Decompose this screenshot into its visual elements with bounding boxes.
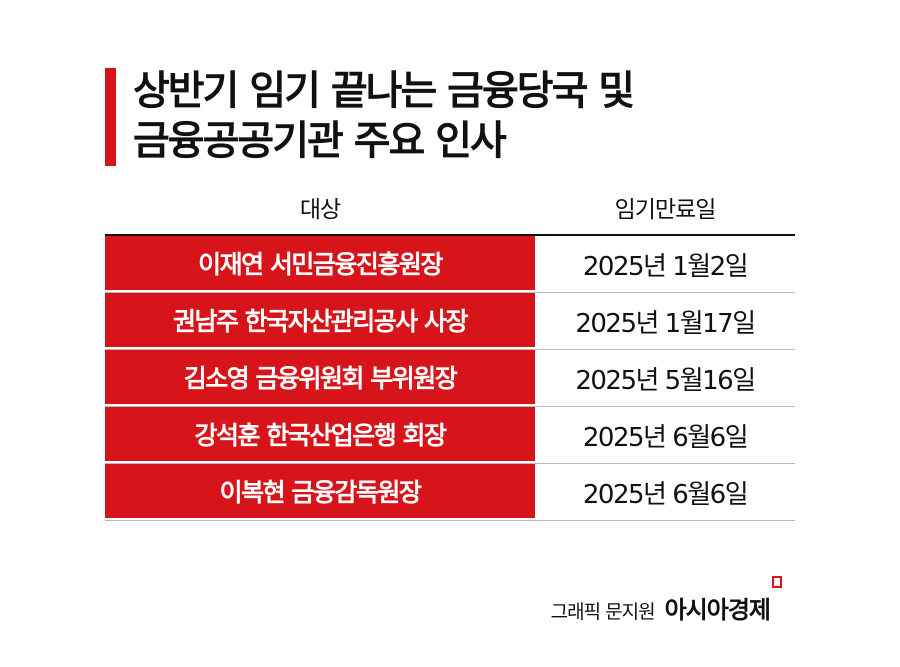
end-date-cell: 2025년 1월2일 <box>582 251 749 282</box>
end-date-cell: 2025년 1월17일 <box>575 308 756 339</box>
end-date-cell: 2025년 6월6일 <box>582 479 749 510</box>
logo-mark-icon <box>772 576 782 588</box>
title-line-2: 금융공공기관 주요 인사 <box>133 118 507 164</box>
table-row: 김소영 금융위원회 부위원장 2025년 5월16일 <box>105 350 795 407</box>
table-row: 권남주 한국자산관리공사 사장 2025년 1월17일 <box>105 293 795 350</box>
table-row: 이재연 서민금융진흥원장 2025년 1월2일 <box>105 236 795 293</box>
target-cell: 권남주 한국자산관리공사 사장 <box>105 293 535 349</box>
title-line-1: 상반기 임기 끝나는 금융당국 및 <box>133 68 635 114</box>
target-cell: 강석훈 한국산업은행 회장 <box>105 407 535 463</box>
credit: 그래픽 문지원 아시아경제 <box>550 576 782 625</box>
column-header-end-date: 임기만료일 <box>614 197 717 223</box>
end-date-cell: 2025년 6월6일 <box>582 422 749 453</box>
page-title: 상반기 임기 끝나는 금융당국 및 금융공공기관 주요 인사 <box>133 66 635 166</box>
appointments-table: 이재연 서민금융진흥원장 2025년 1월2일 권남주 한국자산관리공사 사장 … <box>105 234 795 521</box>
target-cell: 이복현 금융감독원장 <box>105 464 535 520</box>
target-cell: 이재연 서민금융진흥원장 <box>105 236 535 292</box>
title-accent-bar <box>105 68 116 166</box>
publisher-logo: 아시아경제 <box>664 576 782 625</box>
publisher-logo-text: 아시아경제 <box>664 596 771 624</box>
table-row: 이복현 금융감독원장 2025년 6월6일 <box>105 464 795 521</box>
end-date-cell: 2025년 5월16일 <box>575 365 756 396</box>
target-cell: 김소영 금융위원회 부위원장 <box>105 350 535 406</box>
table-row: 강석훈 한국산업은행 회장 2025년 6월6일 <box>105 407 795 464</box>
graphic-byline: 그래픽 문지원 <box>550 601 656 623</box>
column-header-target: 대상 <box>299 197 341 223</box>
